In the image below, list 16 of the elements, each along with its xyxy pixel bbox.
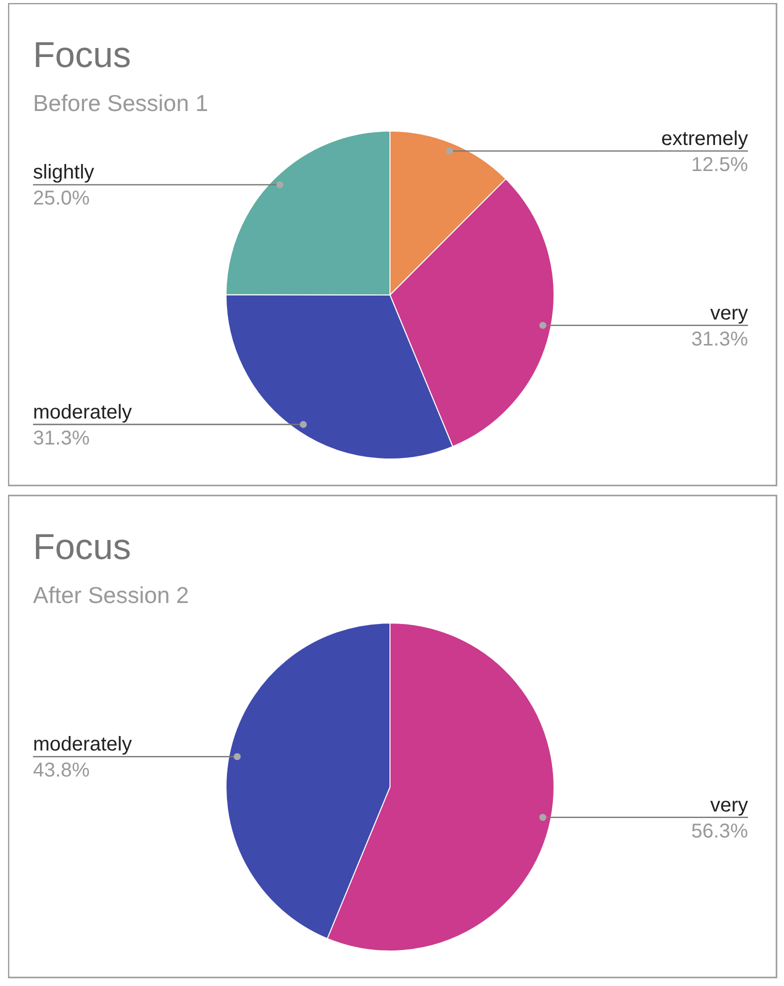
data-label: 31.3% [691, 328, 748, 350]
slice-label: moderately [33, 401, 132, 424]
data-label: 12.5% [691, 154, 748, 176]
chart-title: Focus [33, 526, 132, 567]
slice-label: extremely [661, 128, 748, 150]
slice-label: very [710, 794, 748, 816]
slice-label: very [710, 302, 748, 324]
slice-label: slightly [33, 162, 94, 184]
chart-subtitle: After Session 2 [33, 582, 189, 608]
data-label: 31.3% [33, 427, 90, 450]
chart-title: Focus [33, 34, 132, 75]
chart-subtitle: Before Session 1 [33, 90, 208, 116]
data-label: 43.8% [33, 760, 90, 782]
data-label: 56.3% [691, 820, 748, 842]
data-label: 25.0% [33, 188, 90, 210]
slice-label: moderately [33, 734, 132, 756]
